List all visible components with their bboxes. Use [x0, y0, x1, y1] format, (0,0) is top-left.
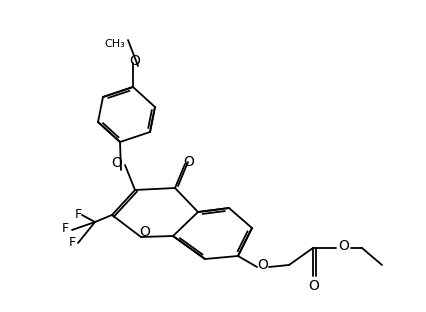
Text: F: F — [75, 208, 81, 222]
Text: O: O — [339, 239, 349, 253]
Text: O: O — [184, 155, 194, 169]
Text: O: O — [140, 225, 150, 239]
Text: O: O — [130, 54, 141, 68]
Text: O: O — [258, 258, 268, 272]
Text: CH₃: CH₃ — [105, 39, 125, 49]
Text: F: F — [69, 236, 75, 248]
Text: O: O — [308, 279, 320, 293]
Text: O: O — [112, 156, 122, 170]
Text: F: F — [61, 222, 69, 235]
